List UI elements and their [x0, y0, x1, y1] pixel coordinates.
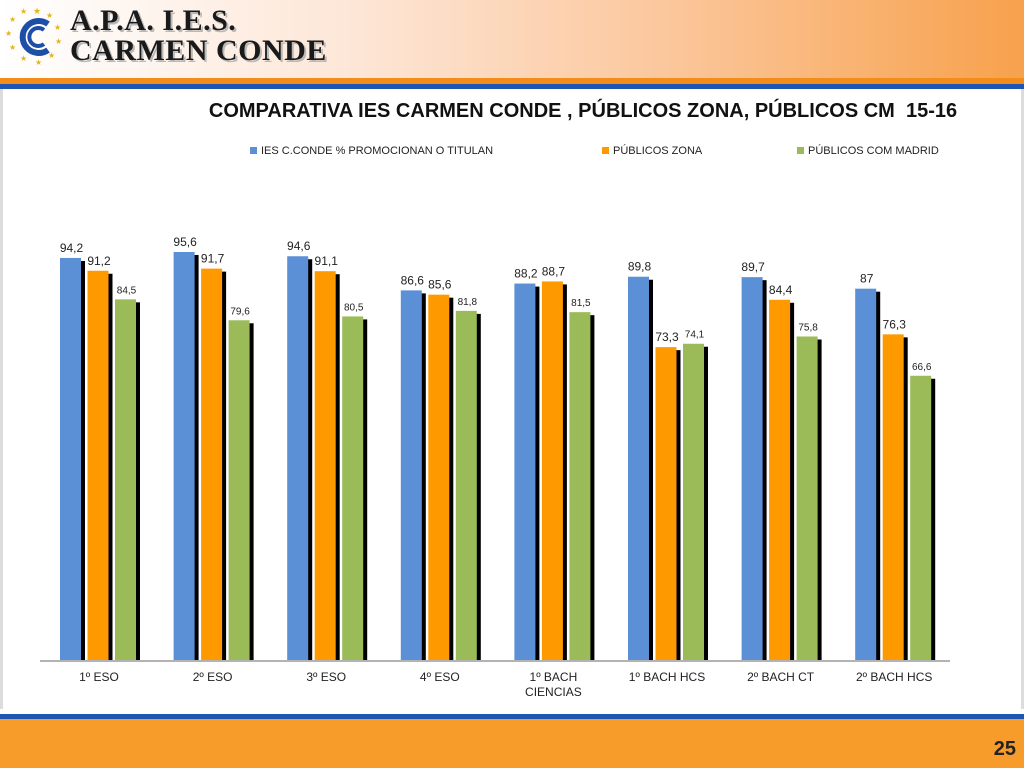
bar — [87, 270, 109, 660]
x-tick-label: 1º BACH — [530, 670, 578, 684]
data-label: 75,8 — [798, 322, 818, 333]
x-tick-label: 3º ESO — [306, 670, 346, 684]
bar — [428, 294, 450, 660]
bar-chart: IES C.CONDE % PROMOCIONAN O TITULAN PÚBLI… — [40, 144, 950, 699]
bar — [796, 336, 818, 660]
data-label: 89,8 — [628, 260, 652, 274]
svg-text:★: ★ — [54, 23, 61, 32]
data-label: 94,6 — [287, 239, 311, 253]
chart-title: COMPARATIVA IES CARMEN CONDE , PÚBLICOS … — [208, 100, 958, 122]
svg-text:★: ★ — [5, 29, 12, 38]
data-label: 79,6 — [230, 306, 250, 317]
bar — [115, 299, 136, 660]
data-label: 95,6 — [173, 235, 197, 249]
left-border — [0, 89, 3, 709]
data-label: 91,2 — [87, 254, 111, 268]
bar — [201, 268, 223, 660]
svg-text:★: ★ — [46, 11, 53, 20]
bar — [910, 375, 932, 660]
legend-swatch — [797, 147, 804, 154]
data-label: 66,6 — [912, 362, 932, 373]
legend-swatch — [602, 147, 609, 154]
data-label: 84,5 — [117, 285, 137, 296]
bar — [683, 343, 704, 660]
legend-label: PÚBLICOS COM MADRID — [808, 144, 939, 157]
bar — [882, 334, 904, 660]
x-tick-label: CIENCIAS — [525, 685, 582, 699]
bar — [741, 277, 763, 660]
data-label: 94,2 — [60, 241, 84, 255]
svg-text:★: ★ — [55, 37, 62, 46]
x-tick-label: 2º ESO — [193, 670, 233, 684]
svg-text:★: ★ — [9, 15, 16, 24]
legend-label: PÚBLICOS ZONA — [613, 144, 703, 157]
data-label: 88,7 — [542, 264, 566, 278]
data-label: 86,6 — [401, 273, 425, 287]
bar — [455, 310, 477, 660]
x-tick-label: 1º ESO — [79, 670, 119, 684]
bar — [514, 283, 536, 660]
bar — [541, 281, 563, 660]
svg-text:★: ★ — [48, 51, 55, 60]
bar — [173, 251, 195, 661]
bar — [400, 290, 422, 660]
svg-text:★: ★ — [20, 54, 27, 63]
data-label: 81,8 — [458, 297, 478, 308]
data-label: 88,2 — [514, 267, 538, 281]
svg-text:★: ★ — [20, 7, 27, 16]
svg-text:★: ★ — [35, 58, 42, 67]
x-tick-label: 2º BACH HCS — [856, 670, 932, 684]
bar — [60, 257, 81, 660]
page-number: 25 — [993, 738, 1016, 760]
data-label: 84,4 — [769, 283, 793, 297]
bar — [287, 256, 309, 660]
bar — [314, 271, 336, 660]
data-label: 91,7 — [201, 252, 225, 266]
x-tick-label: 4º ESO — [420, 670, 460, 684]
data-label: 87 — [860, 272, 874, 286]
bar — [628, 276, 649, 660]
data-label: 91,1 — [315, 254, 339, 268]
footer-band — [0, 719, 1024, 768]
data-label: 73,3 — [655, 330, 679, 344]
data-label: 80,5 — [344, 302, 364, 313]
legend-label: IES C.CONDE % PROMOCIONAN O TITULAN — [261, 145, 493, 157]
x-tick-label: 2º BACH CT — [747, 670, 815, 684]
bar — [855, 288, 877, 660]
data-label: 81,5 — [571, 298, 591, 309]
right-border — [1021, 89, 1024, 709]
data-label: 76,3 — [883, 317, 907, 331]
header-blue-line — [0, 84, 1024, 89]
bar — [228, 320, 250, 660]
svg-text:★: ★ — [33, 7, 41, 17]
svg-text:★: ★ — [9, 43, 16, 52]
data-label: 89,7 — [741, 260, 765, 274]
footer-blue-line — [0, 714, 1024, 719]
data-label: 85,6 — [428, 278, 452, 292]
data-label: 74,1 — [685, 330, 705, 341]
brand-line-1: A.P.A. I.E.S. — [70, 4, 237, 37]
bar — [655, 347, 677, 660]
x-tick-label: 1º BACH HCS — [629, 670, 705, 684]
header-orange-line — [0, 78, 1024, 84]
brand-line-2: CARMEN CONDE — [70, 34, 327, 67]
logo-icon: ★ ★ ★ ★ ★ ★ ★ ★ ★ ★ ★ — [5, 7, 62, 67]
legend-swatch — [250, 147, 257, 154]
bar — [769, 299, 791, 660]
bar — [342, 316, 364, 660]
header-band — [0, 0, 1024, 78]
bar — [569, 312, 591, 660]
